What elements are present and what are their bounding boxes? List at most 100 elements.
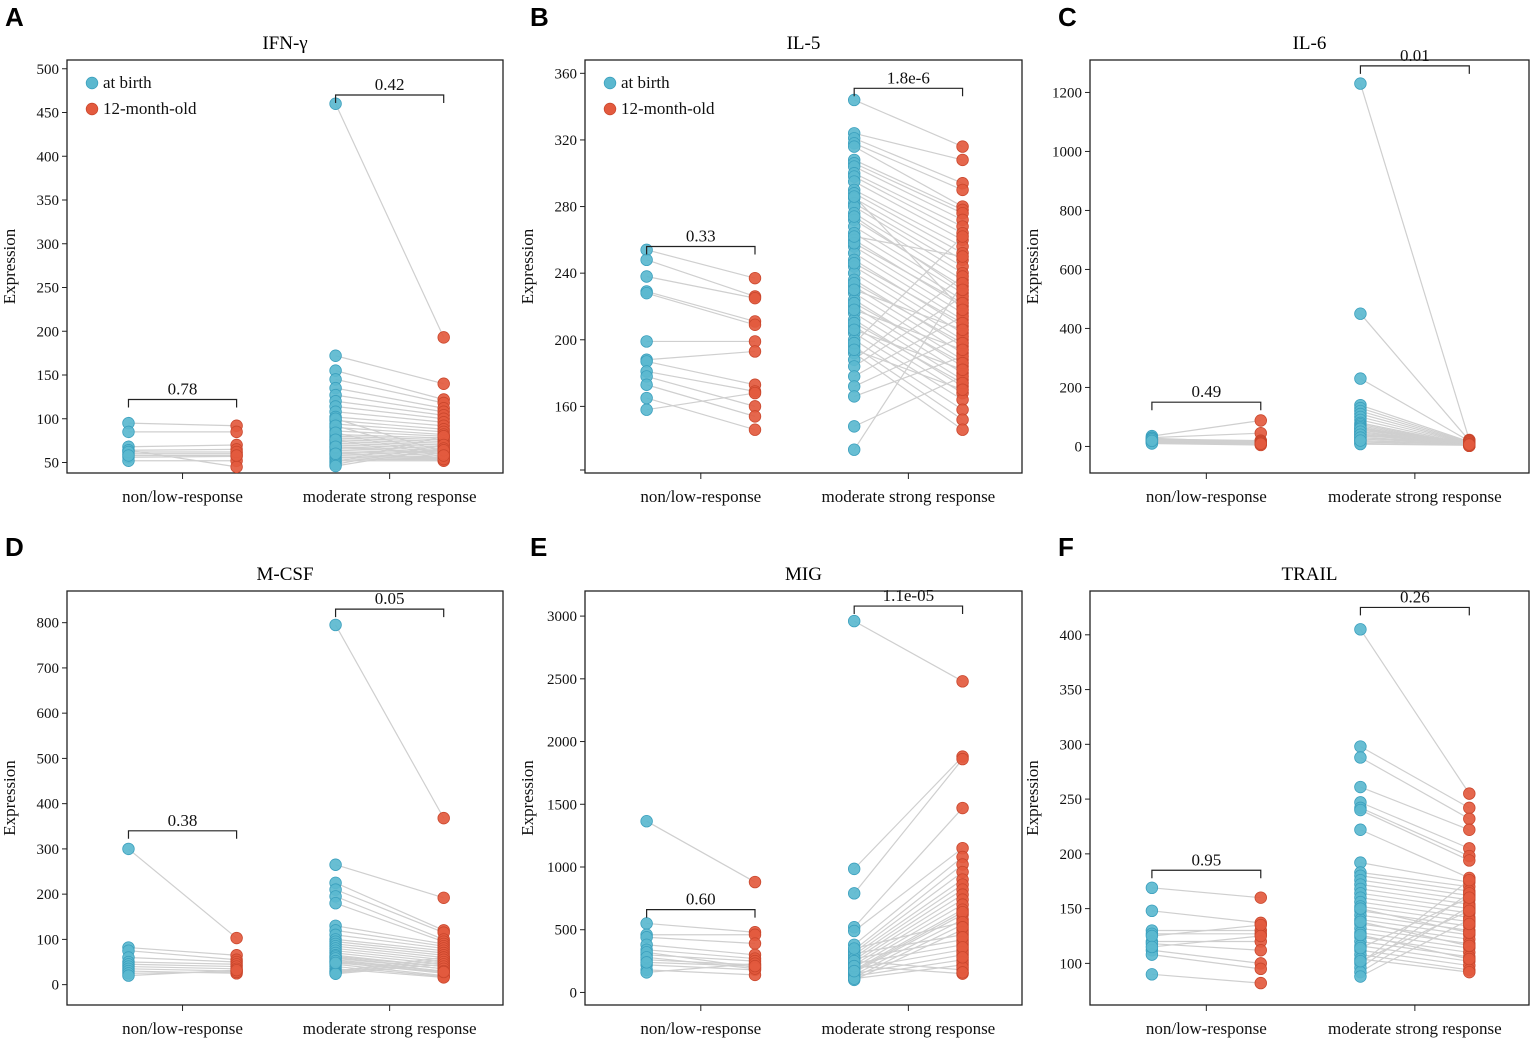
pair-line [128, 448, 237, 451]
point-12-month [437, 449, 450, 462]
pair-line [335, 864, 444, 899]
panel-letter: E [530, 532, 547, 562]
pair-line [1360, 413, 1470, 445]
pair-line [1360, 439, 1470, 446]
y-tick-label: 300 [37, 842, 60, 858]
legend-marker-12-month [85, 102, 99, 116]
significance-bracket [1359, 65, 1470, 74]
point-12-month [1463, 812, 1476, 826]
point-at-birth [1354, 751, 1367, 764]
x-category-label: moderate strong response [1328, 1019, 1502, 1038]
x-category-label: non/low-response [122, 487, 243, 506]
pair-line [853, 232, 963, 301]
pair-line [646, 954, 756, 962]
pair-line [853, 272, 963, 341]
y-axis-label: Expression [0, 228, 19, 304]
pair-line [853, 226, 963, 294]
pair-line [853, 322, 963, 384]
y-tick-label: 100 [37, 932, 60, 948]
pair-line [854, 939, 963, 960]
x-category-label: moderate strong response [1328, 487, 1502, 506]
pair-line [128, 946, 237, 956]
pair-line [853, 302, 963, 364]
point-at-birth [640, 403, 653, 416]
legend-label-12-month: 12-month-old [103, 99, 197, 118]
p-value-label: 0.60 [686, 890, 716, 909]
y-tick-label: 400 [37, 149, 60, 165]
y-tick-label: 200 [555, 333, 578, 349]
y-tick-label: 600 [1060, 262, 1083, 278]
pair-line [853, 335, 963, 387]
pair-line [853, 197, 963, 261]
pair-line [1360, 756, 1470, 820]
significance-bracket [334, 94, 445, 103]
point-12-month [230, 449, 243, 462]
point-at-birth [847, 230, 861, 243]
pair-line [335, 941, 444, 954]
panel-title: IL-6 [1293, 33, 1327, 54]
pair-line [335, 955, 444, 968]
pair-lines [1359, 83, 1470, 447]
pair-line [854, 960, 963, 971]
point-at-birth [1354, 928, 1367, 942]
pair-line [335, 426, 444, 436]
pair-line [335, 439, 444, 444]
pair-line [1360, 829, 1470, 879]
pair-line [646, 290, 756, 323]
point-12-month [1463, 965, 1476, 979]
x-category-label: moderate strong response [303, 1019, 477, 1038]
significance-bracket [1151, 401, 1262, 411]
pair-line [853, 172, 963, 228]
point-12-month [748, 875, 762, 889]
point-12-month [748, 386, 762, 400]
pair-line [646, 384, 756, 417]
point-at-birth [1145, 434, 1159, 448]
pair-lines [128, 848, 237, 977]
point-at-birth [847, 283, 861, 297]
pair-line [1360, 404, 1470, 443]
pair-line [335, 446, 444, 455]
point-12-month [748, 959, 762, 973]
pair-line [853, 339, 963, 411]
pair-line [853, 292, 963, 361]
pair-line [1360, 940, 1470, 958]
pair-line [1151, 419, 1261, 437]
point-at-birth [329, 967, 342, 980]
pair-line [335, 444, 444, 465]
point-12-month [437, 891, 450, 904]
point-12-month [748, 271, 762, 285]
point-at-birth [847, 614, 861, 628]
legend-label-12-month: 12-month-old [621, 99, 715, 118]
pair-line [853, 196, 964, 311]
pair-line [1360, 443, 1470, 446]
point-at-birth [847, 443, 861, 456]
pair-line [646, 360, 756, 386]
pair-line [1360, 801, 1470, 849]
y-tick-label: 400 [1060, 321, 1083, 337]
point-12-month [230, 425, 243, 439]
point-12-month [1463, 823, 1476, 836]
point-12-month [956, 283, 969, 297]
y-tick-label: 250 [1060, 792, 1083, 808]
pair-line [335, 938, 444, 952]
pair-line [1151, 437, 1261, 443]
point-12-month [956, 801, 969, 815]
pair-line [853, 289, 963, 331]
point-at-birth [1354, 954, 1367, 968]
point-12-month [1254, 929, 1267, 943]
point-12-month [748, 410, 762, 423]
point-at-birth [847, 964, 861, 978]
point-at-birth [329, 349, 342, 362]
pair-line [853, 325, 963, 394]
y-tick-label: 800 [1060, 203, 1083, 219]
point-at-birth [329, 858, 342, 871]
point-12-month [956, 140, 969, 153]
pair-line [1360, 905, 1470, 973]
panel-letter: A [5, 2, 24, 32]
point-12-month [748, 937, 762, 950]
y-tick-label: 700 [37, 661, 60, 677]
legend-label-at-birth: at birth [621, 73, 670, 92]
pair-line [854, 959, 963, 977]
point-12-month [1463, 873, 1476, 887]
pair-line [646, 397, 756, 431]
